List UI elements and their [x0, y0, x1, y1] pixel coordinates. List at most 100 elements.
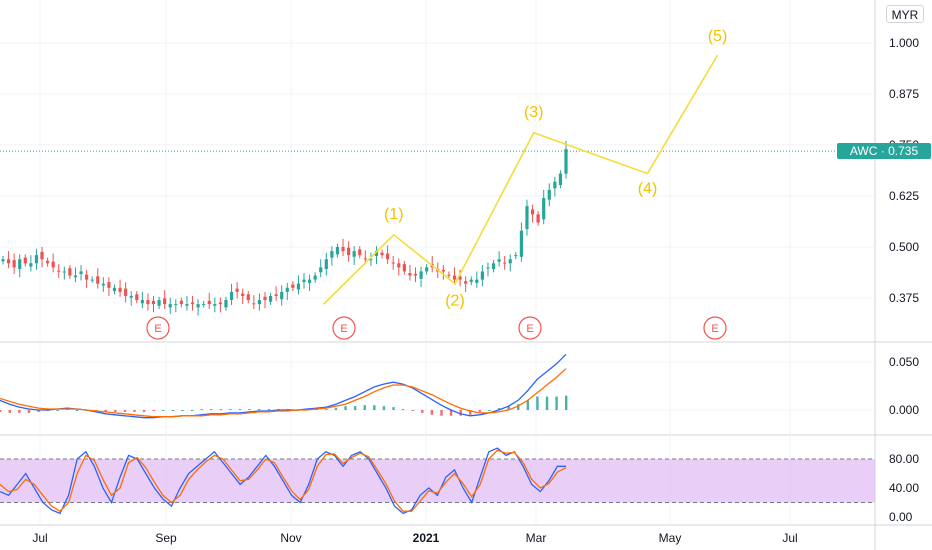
candle-body: [163, 298, 167, 305]
candle-body: [530, 209, 535, 215]
candle-body: [57, 270, 61, 272]
candle-body: [124, 288, 128, 296]
x-tick-label: Nov: [280, 531, 301, 545]
macd-hist-bar: [363, 405, 366, 410]
candle-body: [464, 281, 468, 284]
candle-body: [564, 149, 568, 174]
candle-body: [90, 279, 94, 281]
macd-hist-bar: [545, 396, 549, 410]
macd-hist-bar: [229, 409, 232, 411]
candle-body: [140, 300, 144, 304]
macd-hist-bar: [56, 410, 59, 411]
candle-body: [179, 300, 183, 305]
x-tick-label: Mar: [526, 531, 547, 545]
candle-body: [12, 260, 16, 268]
macd-hist-bar: [133, 410, 136, 412]
macd-hist-bar: [75, 410, 79, 411]
stoch-d-line: [0, 449, 567, 513]
x-tick-label: Sep: [155, 531, 177, 545]
signal-line: [0, 368, 567, 418]
y-tick-label: 0.375: [889, 291, 919, 305]
candle-body: [40, 251, 44, 260]
candle-body: [352, 251, 356, 257]
y-tick-label: 1.000: [889, 36, 919, 50]
last-price-label: AWC · 0.735: [837, 143, 931, 159]
wave-label: (4): [638, 181, 658, 198]
macd-hist-bar: [0, 410, 2, 412]
candle-body: [6, 259, 11, 264]
candlesticks: [1, 140, 568, 316]
macd-hist-bar: [123, 410, 127, 412]
candle-body: [547, 189, 551, 200]
wave-label: (1): [384, 206, 404, 223]
macd-hist-bar: [344, 406, 347, 410]
candle-body: [519, 230, 524, 257]
candle-body: [235, 288, 239, 292]
candle-body: [257, 300, 262, 305]
candle-body: [408, 273, 412, 276]
candle-body: [514, 255, 518, 257]
earnings-marker-label: E: [340, 323, 347, 335]
candle-body: [268, 295, 273, 302]
macd-hist-bar: [104, 410, 107, 412]
candle-body: [386, 253, 390, 260]
candle-body: [274, 294, 278, 296]
y-tick-label: 0.000: [889, 403, 919, 417]
macd-hist-bar: [449, 410, 453, 416]
wave-label: (3): [524, 104, 544, 121]
candle-body: [202, 304, 206, 306]
earnings-marker-label: E: [154, 323, 161, 335]
x-tick-label: Jul: [782, 531, 797, 545]
axes: 1.0000.8750.7500.6250.5000.3750.0500.000…: [32, 36, 919, 545]
candle-body: [330, 251, 334, 258]
macd-line: [0, 353, 567, 419]
candle-body: [79, 271, 83, 274]
candle-body: [475, 279, 479, 283]
candle-body: [168, 304, 172, 308]
macd-hist-bar: [152, 410, 155, 411]
y-tick-label: 0.625: [889, 189, 919, 203]
y-tick-label: 80.00: [889, 452, 919, 466]
candle-body: [369, 259, 373, 261]
candle-body: [497, 259, 501, 262]
candle-body: [503, 262, 507, 264]
macd-hist-bar: [190, 410, 194, 411]
candle-body: [280, 291, 284, 300]
macd-hist-bar: [430, 410, 434, 415]
wave-label: (5): [708, 28, 728, 45]
macd-hist-bar: [8, 410, 11, 413]
candle-body: [508, 259, 512, 264]
candle-body: [341, 247, 345, 252]
candle-body: [425, 267, 429, 272]
earnings-marker-label: E: [526, 323, 533, 335]
macd-hist-bar: [555, 396, 558, 410]
candle-body: [313, 275, 317, 280]
candle-body: [45, 260, 50, 264]
macd-hist-bar: [142, 410, 146, 412]
wave-label: (2): [445, 293, 465, 310]
x-tick-label: May: [659, 531, 682, 545]
macd-hist-bar: [258, 409, 261, 411]
macd-hist-bar: [536, 396, 539, 410]
candle-body: [553, 181, 557, 189]
candle-body: [129, 295, 133, 298]
earnings-marker: [332, 316, 356, 340]
macd-hist-bar: [469, 410, 472, 415]
earnings-marker: [703, 316, 727, 340]
macd-hist-bar: [373, 405, 376, 410]
candle-body: [458, 276, 462, 280]
candle-body: [302, 279, 306, 283]
candle-body: [296, 283, 301, 290]
candle-body: [151, 300, 156, 305]
macd-hist-bar: [401, 409, 405, 411]
currency-selector[interactable]: MYR: [886, 5, 924, 23]
candle-body: [363, 258, 367, 260]
candle-body: [480, 271, 484, 280]
candle-body: [525, 206, 529, 230]
macd-hist-bar: [200, 409, 203, 411]
candle-body: [307, 279, 312, 283]
candle-body: [285, 287, 289, 292]
candle-body: [246, 294, 250, 301]
